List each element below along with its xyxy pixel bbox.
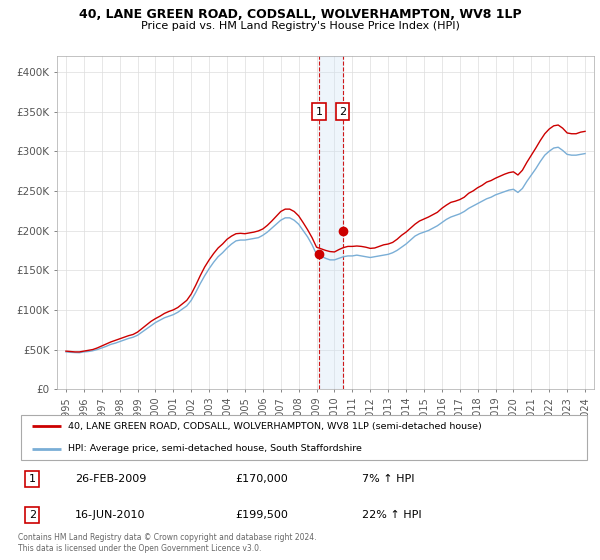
Text: 40, LANE GREEN ROAD, CODSALL, WOLVERHAMPTON, WV8 1LP (semi-detached house): 40, LANE GREEN ROAD, CODSALL, WOLVERHAMP… <box>68 422 482 431</box>
Text: 1: 1 <box>29 474 36 484</box>
Text: 16-JUN-2010: 16-JUN-2010 <box>76 510 146 520</box>
Text: Price paid vs. HM Land Registry's House Price Index (HPI): Price paid vs. HM Land Registry's House … <box>140 21 460 31</box>
Text: £199,500: £199,500 <box>236 510 289 520</box>
Text: 40, LANE GREEN ROAD, CODSALL, WOLVERHAMPTON, WV8 1LP: 40, LANE GREEN ROAD, CODSALL, WOLVERHAMP… <box>79 8 521 21</box>
Text: 7% ↑ HPI: 7% ↑ HPI <box>362 474 415 484</box>
Text: 26-FEB-2009: 26-FEB-2009 <box>76 474 146 484</box>
Bar <box>319 56 343 389</box>
Text: 2: 2 <box>339 106 346 116</box>
FancyBboxPatch shape <box>21 415 587 460</box>
Text: 22% ↑ HPI: 22% ↑ HPI <box>362 510 421 520</box>
Text: 2: 2 <box>29 510 36 520</box>
Text: 1: 1 <box>316 106 323 116</box>
Text: HPI: Average price, semi-detached house, South Staffordshire: HPI: Average price, semi-detached house,… <box>68 444 362 453</box>
Text: £170,000: £170,000 <box>236 474 289 484</box>
Text: Contains HM Land Registry data © Crown copyright and database right 2024.
This d: Contains HM Land Registry data © Crown c… <box>18 533 317 553</box>
